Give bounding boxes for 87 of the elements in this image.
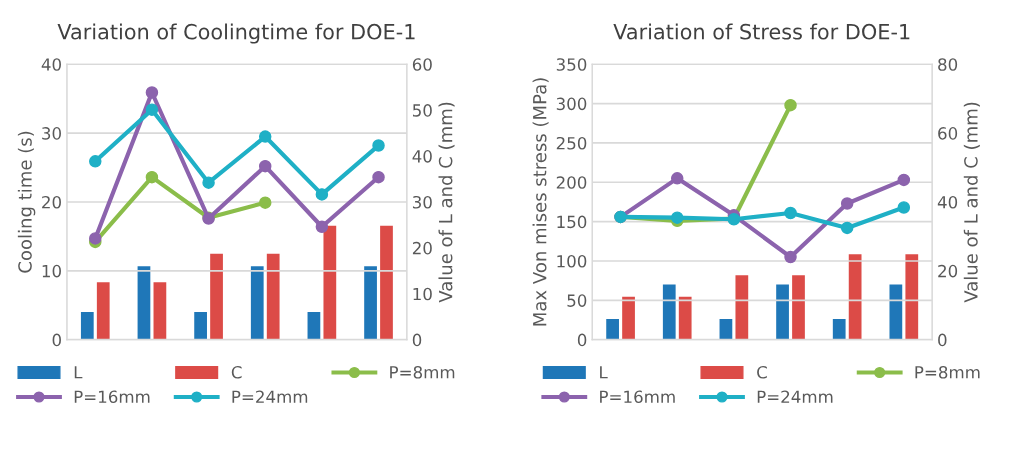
point	[258, 130, 272, 143]
y-tick-label: 40	[41, 58, 61, 71]
bar	[719, 319, 733, 340]
point	[670, 211, 684, 224]
y-tick-label: 200	[556, 176, 587, 189]
y2-axis-title: Value of L and C (mm)	[438, 102, 455, 303]
y2-tick-label: 60	[938, 127, 958, 140]
point	[315, 188, 329, 201]
point	[372, 170, 385, 184]
bar	[735, 275, 749, 340]
y2-tick-label: 40	[937, 195, 958, 209]
bar	[606, 319, 619, 340]
chart-title: Variation of Coolingtime for DOE-1	[57, 23, 415, 44]
legend-label: P=24mm	[757, 390, 833, 403]
point	[315, 220, 329, 233]
y-axis-title: Max Von mises stress (MPa)	[532, 78, 549, 326]
chart-title: Variation of Stress for DOE-1	[613, 23, 910, 40]
legend-label: P=16mm	[74, 390, 150, 404]
point	[145, 86, 159, 99]
y-axis-title: Cooling time (s)	[17, 131, 36, 273]
y-tick-label: 50	[567, 294, 587, 307]
bar	[792, 275, 805, 340]
point	[784, 98, 797, 112]
bar	[250, 266, 264, 340]
point	[202, 176, 215, 189]
bar	[380, 225, 393, 340]
y-tick-label: 150	[557, 215, 587, 229]
point	[145, 170, 159, 184]
bar	[96, 282, 110, 340]
point	[89, 155, 102, 168]
y2-tick-label: 20	[412, 241, 432, 255]
bar	[905, 254, 919, 340]
bar	[137, 266, 151, 340]
bar	[622, 296, 635, 340]
bar	[80, 312, 94, 340]
point	[89, 232, 102, 245]
y-tick-label: 350	[556, 58, 587, 71]
bar	[210, 253, 223, 340]
point	[145, 103, 159, 116]
bar	[662, 284, 676, 340]
bar	[678, 296, 692, 340]
y-tick-label: 0	[52, 333, 61, 347]
point	[897, 173, 911, 187]
y-tick-label: 0	[577, 333, 587, 347]
y2-tick-label: 60	[412, 58, 432, 71]
legend-label: P=8mm	[390, 365, 455, 379]
y2-tick-label: 0	[412, 333, 422, 347]
point	[840, 197, 854, 210]
y2-tick-label: 20	[938, 264, 958, 278]
point	[258, 159, 272, 173]
y2-tick-label: 80	[938, 58, 958, 71]
y2-tick-label: 50	[413, 104, 432, 117]
y2-tick-label: 40	[412, 150, 432, 163]
bar	[153, 282, 167, 340]
point	[670, 172, 684, 185]
legend-label: P=16mm	[600, 390, 675, 404]
point	[372, 139, 385, 152]
legend-label: P=8mm	[915, 365, 980, 379]
y-tick-label: 100	[557, 254, 587, 268]
y2-tick-label: 10	[413, 287, 432, 301]
y-tick-label: 20	[42, 195, 61, 209]
legend-label: L	[600, 366, 608, 379]
legend-label: L	[74, 366, 83, 379]
point	[784, 250, 797, 264]
y-tick-label: 300	[556, 97, 587, 111]
bar	[364, 266, 377, 340]
bar	[307, 312, 321, 340]
point	[897, 201, 911, 214]
legend-label: C	[757, 365, 767, 379]
bar	[848, 254, 862, 340]
bar	[776, 284, 789, 340]
point	[840, 221, 854, 235]
legend-label: P=24mm	[232, 390, 308, 403]
bar	[832, 319, 846, 340]
y2-axis-title: Value of L and C (mm)	[963, 102, 980, 303]
y-tick-label: 10	[42, 264, 61, 278]
bar	[889, 284, 903, 340]
y-tick-label: 250	[556, 136, 587, 150]
y2-tick-label: 30	[412, 195, 432, 209]
bar	[194, 312, 207, 340]
bar	[323, 225, 337, 340]
point	[784, 206, 797, 220]
bar	[266, 253, 280, 340]
legend-label: C	[231, 365, 242, 379]
point	[258, 196, 272, 209]
y-tick-label: 30	[42, 127, 61, 140]
y2-tick-label: 0	[938, 333, 947, 347]
